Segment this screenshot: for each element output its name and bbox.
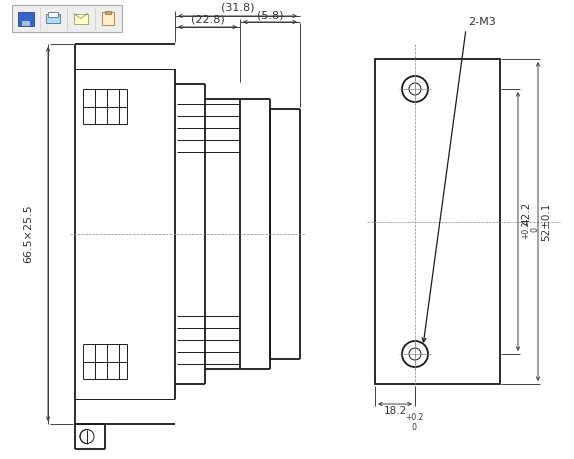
Bar bbox=[18, 11, 34, 26]
Text: 18.2: 18.2 bbox=[383, 406, 406, 416]
Text: (22.8): (22.8) bbox=[191, 14, 224, 24]
Text: 66.5×25.5: 66.5×25.5 bbox=[23, 205, 33, 263]
Text: 42.2: 42.2 bbox=[521, 202, 531, 225]
Bar bbox=[375, 59, 500, 384]
Bar bbox=[105, 11, 111, 13]
Text: +0.2
   0: +0.2 0 bbox=[405, 413, 424, 432]
Bar bbox=[46, 13, 60, 22]
Bar bbox=[102, 11, 114, 24]
Text: (5.8): (5.8) bbox=[257, 10, 283, 20]
Bar bbox=[48, 11, 58, 17]
Text: (31.8): (31.8) bbox=[221, 2, 254, 12]
Bar bbox=[73, 13, 88, 23]
Text: +0.2
   0: +0.2 0 bbox=[521, 220, 540, 239]
Bar bbox=[22, 21, 30, 26]
Text: 2-M3: 2-M3 bbox=[468, 17, 496, 27]
Bar bbox=[12, 5, 122, 32]
Text: 52±0.1: 52±0.1 bbox=[541, 202, 551, 241]
